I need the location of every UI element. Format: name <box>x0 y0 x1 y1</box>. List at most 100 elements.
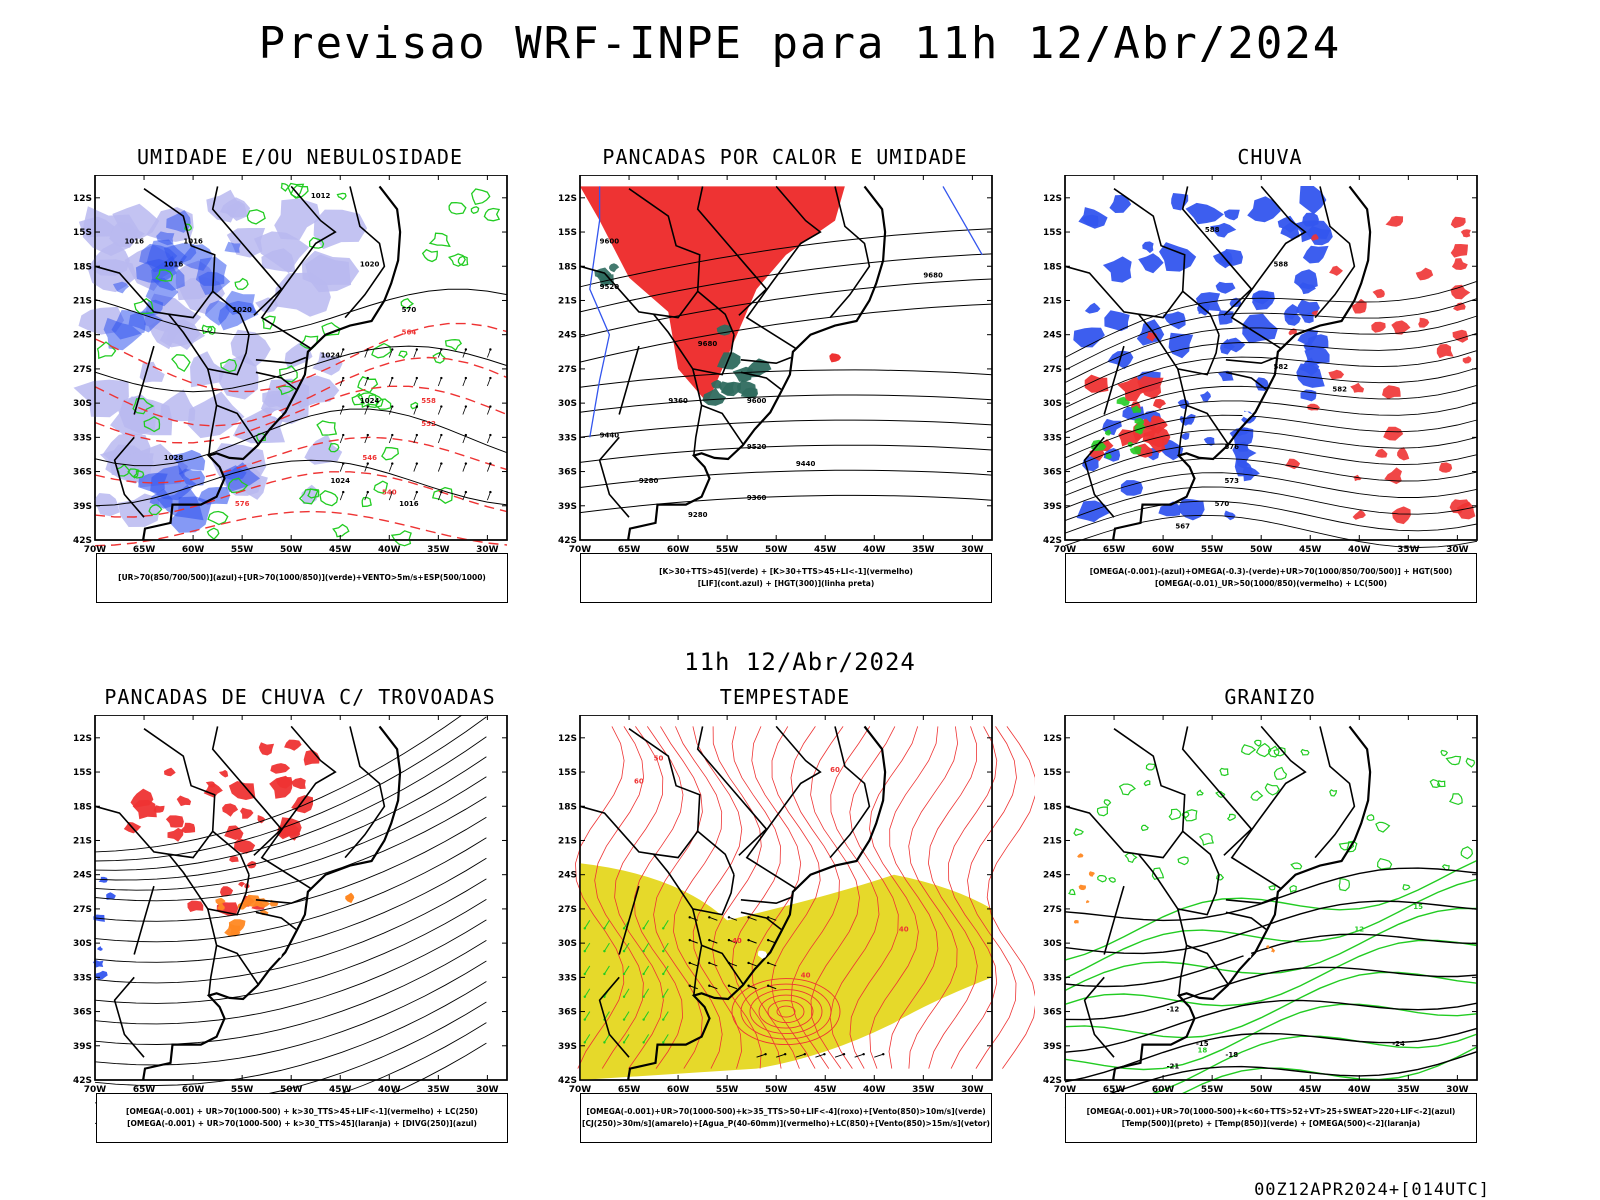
border-line <box>216 944 260 986</box>
wind-vector-850 <box>642 949 645 953</box>
humidity-low-level <box>290 184 309 199</box>
temp-850-contour <box>1181 811 1190 819</box>
lat-tick-label: 39S <box>558 502 577 512</box>
humidity-low-level <box>371 342 392 359</box>
temp-850-contour <box>1068 888 1076 896</box>
border-line <box>618 345 640 415</box>
lat-tick-label: 27S <box>558 365 577 375</box>
border-line <box>1182 830 1220 876</box>
streamline <box>94 857 487 963</box>
border-line <box>167 313 250 376</box>
temp-850-contour <box>1290 862 1303 870</box>
thunder-shower-area <box>238 881 246 888</box>
caption-line: [LIF](cont.azul) + [HGT(300)](linha pret… <box>697 579 875 588</box>
contour-label: 564 <box>402 329 417 337</box>
wind-vector-850 <box>662 995 665 998</box>
geo-lines <box>579 725 887 1081</box>
rain-omega-area <box>1252 290 1275 311</box>
lon-tick-label: 40W <box>378 1085 401 1095</box>
humidity-low-level <box>332 523 350 538</box>
lon-tick-label: 60W <box>182 545 205 555</box>
rain-omega-area <box>1280 220 1300 240</box>
lat-tick-label: 36S <box>73 1008 92 1018</box>
temp-850-contour <box>1177 856 1189 866</box>
thunder-shower-area <box>258 742 275 756</box>
geopotential-contour <box>1064 332 1478 396</box>
rain-omega-area <box>1158 501 1181 517</box>
coastline <box>627 725 887 1081</box>
temp-850-contour <box>1118 783 1137 796</box>
humidity-low-level <box>307 488 320 499</box>
height-contour <box>579 303 993 363</box>
lon-tick-label: 60W <box>182 1085 205 1095</box>
lagoon <box>271 409 283 419</box>
lon-tick-label: 70W <box>84 545 107 555</box>
wind-vector <box>388 349 393 358</box>
border-line <box>212 830 250 876</box>
border-line <box>1314 726 1356 859</box>
caption-line: [OMEGA(-0.001)-(azul)+OMEGA(-0.3)-(verde… <box>1089 567 1453 576</box>
lat-tick-label: 12S <box>558 194 577 204</box>
humidity-low-level <box>155 269 174 282</box>
contour-label: -24 <box>1392 1040 1405 1048</box>
wind-vector <box>366 433 369 437</box>
border-line <box>829 726 871 859</box>
border-line <box>652 853 735 916</box>
humidity-mid-level <box>218 300 259 331</box>
strong-wind-vector <box>728 916 738 921</box>
wind-vector-850 <box>622 972 626 976</box>
wind-vector <box>342 433 345 437</box>
geopotential-contour <box>1064 367 1478 421</box>
contour-label: 12 <box>1354 926 1364 934</box>
wind-vector <box>437 349 442 358</box>
strong-wind-vector <box>776 1053 786 1058</box>
border-line <box>1103 345 1125 415</box>
rain-convective-area <box>1450 216 1466 229</box>
temp-850-contour <box>1268 745 1280 758</box>
border-line <box>745 185 822 350</box>
height-contour <box>579 394 993 413</box>
border-line <box>1137 313 1220 376</box>
wind-vector-850 <box>643 965 650 975</box>
wind-vector <box>366 348 369 351</box>
precipitable-water-contour <box>731 726 782 1069</box>
omega-500-area <box>1078 884 1086 891</box>
wind-vector <box>364 377 369 387</box>
wind-vector <box>413 491 418 501</box>
humidity-mid-level <box>148 320 181 350</box>
lon-tick-label: 30W <box>476 545 499 555</box>
lon-tick-label: 45W <box>814 545 837 555</box>
lon-tick-label: 70W <box>569 1085 592 1095</box>
rain-convective-area <box>1397 447 1410 461</box>
humidity-low-level <box>207 510 229 526</box>
lon-tick-label: 55W <box>231 1085 254 1095</box>
contour-label: 576 <box>235 500 250 508</box>
lagoon <box>1243 950 1252 958</box>
strong-wind-vector <box>766 938 770 942</box>
precipitable-water-contour <box>692 726 743 1069</box>
precipitable-water-contour <box>594 726 645 1069</box>
strong-wind-vector <box>764 1052 767 1056</box>
thunder-shower-area <box>165 815 184 828</box>
map-pancadas-calor: 9680 9680 9600 9520 9440 9360 9280 9600 9520 9440… <box>558 175 993 555</box>
rain-omega-area <box>1307 334 1329 350</box>
strong-wind-vector <box>874 1053 884 1058</box>
wind-vector <box>487 377 491 387</box>
rain-convective-area <box>1384 467 1402 485</box>
border-line <box>740 896 792 905</box>
geopotential-contour <box>1064 384 1478 434</box>
strong-wind-vector <box>882 1052 885 1056</box>
rain-omega-area <box>1162 311 1186 330</box>
wind-vector <box>388 377 393 387</box>
strong-wind-vector <box>783 1052 787 1056</box>
strong-wind-vector <box>756 1053 766 1058</box>
wind-vector-850 <box>643 942 650 952</box>
lat-tick-label: 21S <box>558 296 577 306</box>
humidity-mid-level <box>197 487 231 505</box>
map-chuva: 588 588 582 582 576 573 570 567 12S 15S 18S 21S 24S 2… <box>1043 175 1478 555</box>
panel-caption: [OMEGA(-0.001)+UR>70(1000-500)+k>35_TTS>… <box>580 1093 992 1143</box>
lon-tick-label: 50W <box>1250 545 1273 555</box>
panel-pancadas-trovoadas: PANCADAS DE CHUVA C/ TROVOADAS 12S 15S 18S… <box>50 685 550 1155</box>
caption-line: [OMEGA(-0.001) + UR>70(1000-500) + k>30_… <box>127 1119 477 1128</box>
